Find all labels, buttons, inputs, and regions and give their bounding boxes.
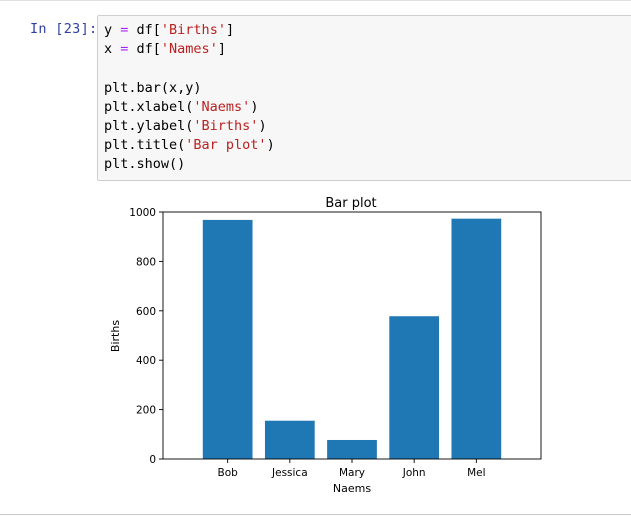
code-token: ] xyxy=(225,22,235,38)
code-string-token: 'Naems' xyxy=(193,98,251,115)
code-line: plt.show() xyxy=(104,155,275,174)
code-line: plt.xlabel('Naems') xyxy=(104,98,275,117)
code-line xyxy=(104,59,275,78)
y-tick-label: 800 xyxy=(136,256,156,268)
code-string-token: 'Births' xyxy=(160,22,226,38)
code-editor[interactable]: y = df['Births'] x = df['Names'] plt.bar(… xyxy=(104,21,275,175)
code-token: df[ xyxy=(128,22,161,38)
code-token: ] xyxy=(217,41,226,58)
code-token: ) xyxy=(258,117,267,134)
bottom-divider xyxy=(0,514,631,515)
code-line: plt.title('Bar plot') xyxy=(104,136,275,155)
code-string-token: 'Names' xyxy=(160,41,218,58)
code-operator-token: = xyxy=(120,41,129,58)
code-string-token: 'Births' xyxy=(193,117,259,134)
x-tick-label: Jessica xyxy=(271,467,308,479)
bar-chart: Bar plot 0 200 400 600 800 1000 Bob Jessica Mar… xyxy=(109,196,542,495)
chart-title: Bar plot xyxy=(325,196,376,211)
code-line: plt.ylabel('Births') xyxy=(104,117,275,136)
code-operator-token: = xyxy=(120,22,129,38)
code-line: x = df['Names'] xyxy=(104,40,275,59)
code-token: df[ xyxy=(128,41,161,58)
code-token: plt.bar(x,y) xyxy=(104,79,202,96)
bar-jessica xyxy=(264,420,315,459)
y-axis-label: Births xyxy=(109,320,122,352)
y-axis: 0 200 400 600 800 1000 xyxy=(129,207,163,466)
code-string-token: 'Bar plot' xyxy=(185,137,267,154)
bar-john xyxy=(389,316,440,459)
code-token: x xyxy=(104,41,121,58)
code-token: ) xyxy=(250,98,259,115)
x-tick-label: Mary xyxy=(339,467,365,479)
cell-prompt: In [23]: xyxy=(30,21,98,37)
y-tick-label: 0 xyxy=(149,454,156,466)
code-token: plt.show() xyxy=(104,156,186,173)
code-token: plt.xlabel( xyxy=(104,98,194,115)
code-token: plt.title( xyxy=(104,137,186,154)
bar-mary xyxy=(327,439,377,459)
x-tick-label: John xyxy=(402,467,426,479)
y-tick-label: 600 xyxy=(136,306,156,318)
x-tick-label: Bob xyxy=(218,467,239,479)
code-cell-input[interactable]: y = df['Births'] x = df['Names'] plt.bar(… xyxy=(97,15,631,181)
bar-bob xyxy=(202,219,253,459)
x-tick-label: Mel xyxy=(467,467,485,479)
plot-frame xyxy=(162,211,542,460)
x-axis-label: Naems xyxy=(333,482,371,495)
cell-output: Bar plot 0 200 400 600 800 1000 Bob Jessica Mar… xyxy=(100,188,560,500)
code-token: plt.ylabel( xyxy=(104,117,194,134)
bars-layer xyxy=(202,218,502,459)
code-token: y xyxy=(104,22,121,38)
code-line: plt.bar(x,y) xyxy=(104,79,275,98)
x-axis: Bob Jessica Mary John Mel xyxy=(218,459,486,479)
top-divider xyxy=(0,0,631,1)
y-tick-label: 200 xyxy=(136,405,156,417)
code-token: ) xyxy=(266,137,275,154)
y-tick-label: 400 xyxy=(136,355,156,367)
code-line: y = df['Births'] xyxy=(104,21,275,40)
y-tick-label: 1000 xyxy=(129,207,156,219)
bar-mel xyxy=(451,218,502,459)
